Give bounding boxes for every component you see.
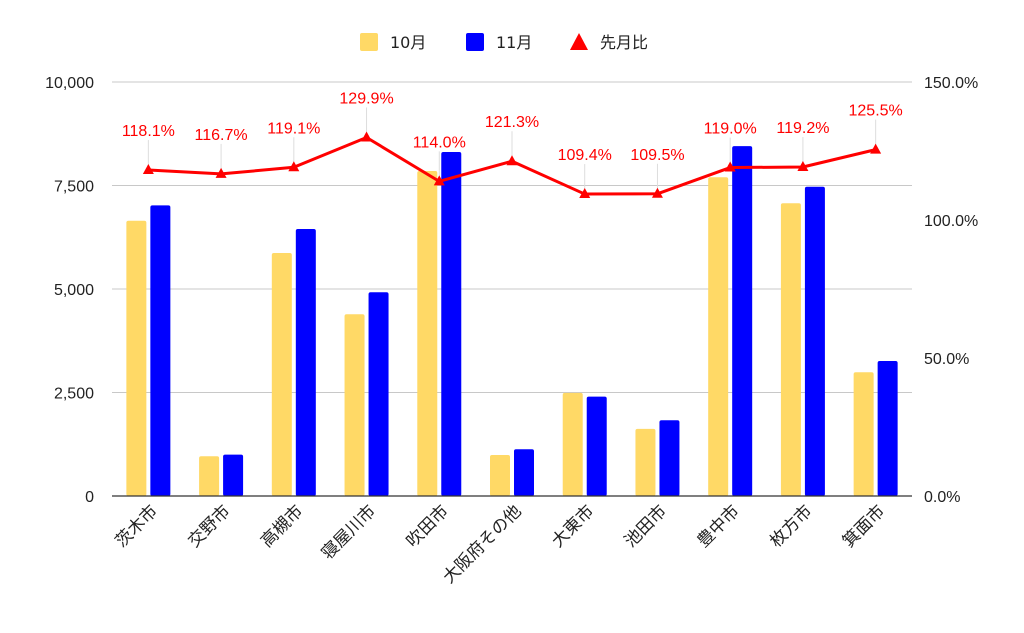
- bar-11月: [732, 146, 753, 497]
- x-category-label: 大阪府その他: [439, 501, 525, 587]
- x-category-label: 池田市: [621, 501, 671, 551]
- bar-10月: [635, 428, 656, 496]
- x-category-label: 寝屋川市: [317, 501, 380, 564]
- ratio-point: [651, 187, 663, 198]
- bar-11月: [804, 186, 825, 496]
- legend-swatch: [466, 33, 484, 51]
- y-right-tick-label: 0.0%: [924, 489, 960, 506]
- legend-swatch: [360, 33, 378, 51]
- x-category-label: 交野市: [184, 501, 234, 551]
- bar-11月: [295, 228, 316, 496]
- ratio-point: [724, 161, 736, 172]
- x-category-label: 枚方市: [766, 501, 816, 551]
- bar-10月: [126, 220, 147, 496]
- bar-10月: [780, 203, 801, 496]
- y-left-tick-label: 10,000: [45, 75, 94, 92]
- x-category-label: 豊中市: [694, 501, 744, 551]
- legend-label: 10月: [390, 33, 426, 52]
- ratio-data-label: 109.5%: [630, 147, 684, 164]
- y-right-tick-label: 100.0%: [924, 213, 978, 230]
- bar-11月: [659, 420, 680, 496]
- y-right-tick-label: 50.0%: [924, 351, 969, 368]
- bar-11月: [368, 292, 389, 496]
- ratio-data-label: 125.5%: [849, 103, 903, 120]
- legend-label: 先月比: [600, 33, 648, 52]
- y-left-tick-label: 7,500: [54, 179, 94, 196]
- ratio-data-label: 121.3%: [485, 114, 539, 131]
- ratio-data-label: 119.1%: [267, 120, 320, 137]
- ratio-data-label: 119.2%: [776, 120, 829, 137]
- ratio-data-label: 129.9%: [339, 90, 393, 107]
- bar-11月: [150, 205, 171, 496]
- bar-10月: [708, 177, 729, 496]
- x-category-label: 大東市: [548, 501, 598, 551]
- ratio-data-label: 114.0%: [413, 134, 466, 151]
- ratio-point: [215, 167, 227, 178]
- bar-11月: [223, 454, 244, 496]
- x-category-label: 高槻市: [257, 501, 307, 551]
- ratio-point: [579, 188, 591, 199]
- ratio-point: [142, 164, 154, 175]
- ratio-point: [797, 161, 809, 172]
- bar-11月: [586, 396, 607, 496]
- x-category-label: 箕面市: [839, 501, 889, 551]
- bar-10月: [490, 455, 510, 496]
- bar-10月: [853, 372, 874, 496]
- ratio-data-label: 119.0%: [704, 121, 757, 138]
- bar-11月: [877, 361, 898, 496]
- y-right-tick-label: 150.0%: [924, 75, 978, 92]
- ratio-point: [433, 175, 445, 186]
- ratio-data-label: 109.4%: [558, 147, 612, 164]
- x-category-label: 吹田市: [403, 501, 453, 551]
- bar-10月: [199, 456, 220, 496]
- ratio-data-label: 116.7%: [195, 127, 248, 144]
- y-left-tick-label: 5,000: [54, 282, 94, 299]
- legend-swatch: [570, 33, 588, 50]
- bar-11月: [441, 151, 462, 496]
- y-left-tick-label: 2,500: [54, 386, 94, 403]
- legend-label: 11月: [496, 33, 532, 52]
- bar-10月: [417, 171, 438, 496]
- ratio-point: [870, 143, 882, 154]
- x-category-label: 茨木市: [112, 501, 162, 551]
- ratio-data-label: 118.1%: [122, 123, 175, 140]
- bar-10月: [344, 314, 365, 496]
- bar-10月: [562, 392, 583, 496]
- bar-10月: [271, 252, 292, 496]
- ratio-point: [288, 161, 300, 172]
- bar-11月: [514, 449, 534, 496]
- ratio-point: [361, 131, 373, 142]
- ratio-point: [506, 155, 518, 166]
- y-left-tick-label: 0: [85, 489, 94, 506]
